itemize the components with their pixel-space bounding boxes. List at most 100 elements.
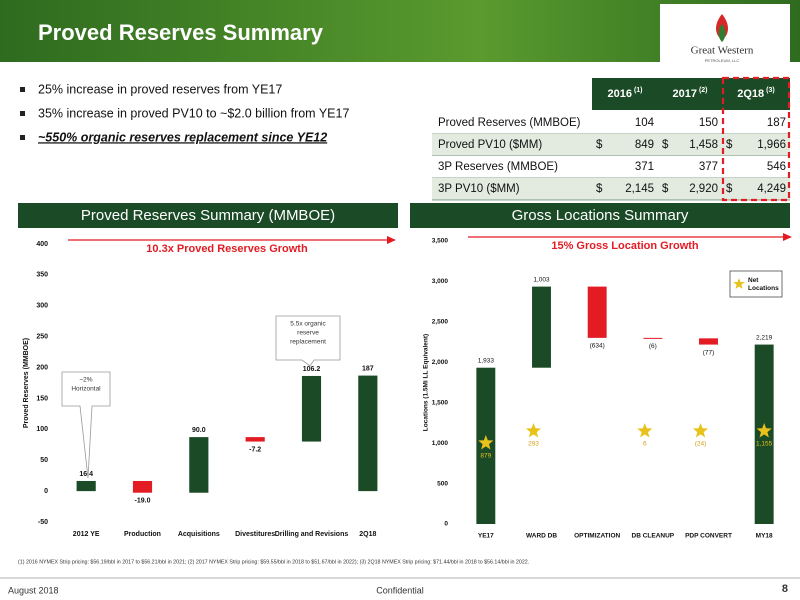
star-label: 293 [528, 441, 539, 448]
y-tick-label: 400 [36, 241, 48, 248]
column-note: (2) [699, 87, 708, 94]
table-currency: $ [726, 139, 733, 151]
bullet-marker [20, 111, 25, 116]
y-tick-label: 300 [36, 303, 48, 310]
callout-text: ~2% [79, 377, 92, 384]
y-tick-label: 0 [44, 488, 48, 495]
table-row-bg [432, 178, 790, 200]
section-title: Proved Reserves Summary (MMBOE) [81, 207, 335, 224]
section-title: Gross Locations Summary [512, 207, 689, 224]
y-tick-label: 2,500 [432, 319, 449, 326]
table-cell: 1,458 [689, 139, 718, 151]
x-tick-label: Divestitures [235, 531, 275, 538]
x-tick-label: DB CLEANUP [632, 533, 675, 540]
data-label: (6) [649, 343, 657, 350]
y-tick-label: 500 [437, 480, 448, 487]
table-cell: 1,966 [757, 139, 786, 151]
table-row-label: 3P Reserves (MMBOE) [438, 161, 558, 173]
y-tick-label: 50 [40, 457, 48, 464]
bar [245, 437, 265, 442]
x-tick-label: Acquisitions [178, 531, 220, 538]
y-tick-label: -50 [38, 519, 48, 526]
legend-line: Net [748, 277, 759, 284]
data-label: (77) [703, 349, 715, 356]
table-cell: 187 [767, 117, 786, 129]
star-label: 1,155 [756, 441, 773, 448]
x-tick-label: WARD DB [526, 533, 557, 540]
table-cell: 849 [635, 139, 654, 151]
bar [643, 337, 663, 339]
y-tick-label: 150 [36, 395, 48, 402]
callout-text: 5.5x organic [290, 321, 326, 328]
y-tick-label: 1,500 [432, 399, 449, 406]
x-tick-label: Production [124, 531, 161, 538]
table-row-bg [432, 112, 790, 134]
y-tick-label: 2,000 [432, 359, 449, 366]
column-year: 2Q18 [737, 88, 764, 100]
chart-title: 10.3x Proved Reserves Growth [146, 243, 308, 255]
table-cell: 377 [699, 161, 718, 173]
y-tick-label: 250 [36, 334, 48, 341]
column-year: 2016 [607, 88, 631, 100]
banner-arrowhead [387, 236, 396, 244]
table-cell: 546 [767, 161, 786, 173]
star-marker [692, 423, 709, 438]
x-tick-label: 2Q18 [359, 531, 376, 538]
table-row-label: Proved PV10 ($MM) [438, 139, 542, 151]
column-note: (1) [634, 87, 643, 94]
x-tick-label: YE17 [478, 533, 494, 540]
bullet-text: 25% increase in proved reserves from YE1… [38, 82, 282, 96]
footer-date: August 2018 [8, 585, 59, 595]
chart-title: 15% Gross Location Growth [551, 240, 699, 252]
table-row-label: 3P PV10 ($MM) [438, 183, 520, 195]
bar [132, 480, 153, 493]
table-column-header: 2Q18 (3) [737, 87, 774, 100]
star-marker [756, 423, 772, 438]
table-row-bg [432, 156, 790, 178]
highlight-box [721, 76, 791, 202]
table-cell: 104 [635, 117, 655, 129]
star-marker [525, 423, 542, 438]
bar [587, 286, 607, 338]
section-bar [410, 203, 790, 228]
data-label: 1,003 [533, 276, 550, 283]
bullet-text: ~550% organic reserves replacement since… [38, 130, 327, 144]
logo-leaf [718, 24, 726, 42]
star-label: (24) [695, 441, 707, 448]
legend-line: Locations [748, 285, 779, 292]
table-currency: $ [662, 139, 669, 151]
table-cell: 2,145 [625, 183, 654, 195]
bar [532, 286, 551, 368]
table-column-header: 2016 (1) [607, 87, 642, 100]
bullet-marker [20, 135, 25, 140]
logo-subtext: PETROLEUM, LLC [705, 58, 740, 63]
callout-box [275, 315, 341, 367]
y-tick-label: 0 [444, 521, 448, 528]
slide-title: Proved Reserves Summary [38, 20, 324, 45]
y-tick-label: 3,000 [432, 278, 449, 285]
logo-text: Great Western [691, 45, 754, 57]
column-note: (3) [766, 87, 775, 94]
y-tick-label: 200 [36, 364, 48, 371]
banner-arrowhead [783, 233, 792, 241]
data-label: (634) [590, 343, 605, 350]
callout-text: reserve [297, 330, 319, 337]
y-tick-label: 1,000 [432, 440, 449, 447]
star-label: 879 [480, 453, 491, 460]
section-bar [18, 203, 398, 228]
bullet-text: 35% increase in proved PV10 to ~$2.0 bil… [38, 106, 349, 120]
star-marker [478, 435, 494, 450]
data-label: 106.2 [303, 366, 321, 373]
column-year: 2017 [672, 88, 696, 100]
x-tick-label: OPTIMIZATION [574, 533, 620, 540]
star-marker [637, 423, 653, 438]
x-tick-label: 2012 YE [73, 531, 100, 538]
callout-box [61, 371, 111, 479]
callout-text: Horizontal [71, 386, 101, 393]
x-tick-label: PDP CONVERT [685, 533, 732, 540]
table-cell: 150 [699, 117, 718, 129]
table-currency: $ [596, 183, 603, 195]
star-label: 6 [643, 441, 647, 448]
table-currency: $ [726, 183, 733, 195]
